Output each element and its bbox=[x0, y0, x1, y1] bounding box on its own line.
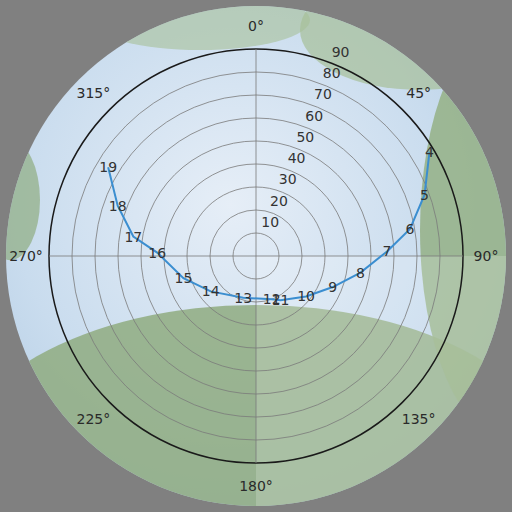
svg-text:315°: 315° bbox=[76, 85, 110, 101]
svg-text:20: 20 bbox=[270, 193, 288, 209]
svg-text:225°: 225° bbox=[76, 411, 110, 427]
svg-text:12: 12 bbox=[263, 291, 281, 307]
svg-text:90: 90 bbox=[332, 44, 350, 60]
svg-text:270°: 270° bbox=[9, 248, 43, 264]
svg-text:7: 7 bbox=[383, 243, 392, 259]
svg-text:14: 14 bbox=[202, 283, 220, 299]
svg-text:10: 10 bbox=[261, 214, 279, 230]
svg-text:15: 15 bbox=[175, 270, 193, 286]
svg-text:10: 10 bbox=[297, 288, 315, 304]
svg-text:6: 6 bbox=[406, 221, 415, 237]
svg-text:19: 19 bbox=[99, 159, 117, 175]
svg-text:80: 80 bbox=[323, 65, 341, 81]
svg-text:180°: 180° bbox=[239, 478, 273, 494]
svg-text:60: 60 bbox=[305, 108, 323, 124]
svg-text:16: 16 bbox=[148, 245, 166, 261]
svg-text:50: 50 bbox=[296, 129, 314, 145]
svg-text:90°: 90° bbox=[474, 248, 499, 264]
svg-text:70: 70 bbox=[314, 86, 332, 102]
svg-text:0°: 0° bbox=[248, 18, 264, 34]
svg-text:5: 5 bbox=[420, 187, 429, 203]
svg-text:45°: 45° bbox=[406, 85, 431, 101]
svg-text:30: 30 bbox=[279, 171, 297, 187]
svg-text:4: 4 bbox=[425, 144, 434, 160]
svg-text:40: 40 bbox=[288, 150, 306, 166]
svg-text:17: 17 bbox=[124, 229, 142, 245]
svg-text:9: 9 bbox=[328, 279, 337, 295]
svg-text:13: 13 bbox=[234, 290, 252, 306]
svg-text:18: 18 bbox=[109, 198, 127, 214]
svg-text:135°: 135° bbox=[402, 411, 436, 427]
svg-text:8: 8 bbox=[356, 265, 365, 281]
